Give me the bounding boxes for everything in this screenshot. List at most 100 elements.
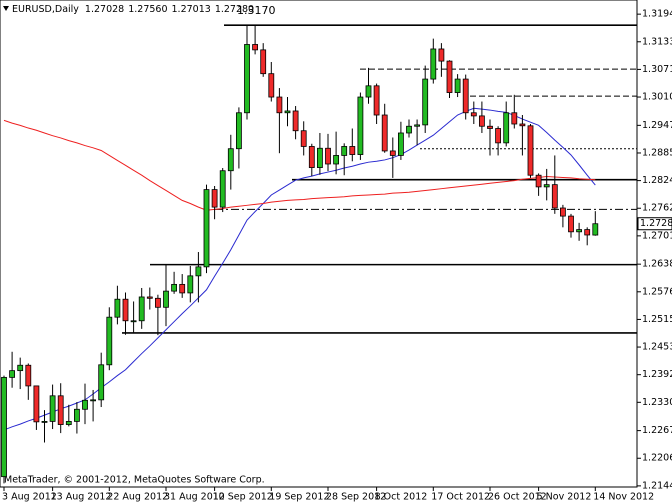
candle-body — [82, 399, 88, 410]
candle-body — [114, 298, 121, 318]
candle-body — [57, 395, 64, 425]
copyright: MetaTrader, © 2001-2012, MetaQuotes Soft… — [4, 475, 265, 486]
candle — [576, 222, 582, 241]
candle-body — [244, 44, 250, 114]
candle — [454, 74, 461, 98]
header-icon — [3, 6, 9, 11]
candle — [284, 97, 291, 127]
candle — [82, 383, 88, 425]
candle-body — [414, 124, 421, 127]
candle — [495, 126, 502, 156]
candle — [406, 119, 412, 138]
candle-body — [146, 296, 153, 299]
candle — [357, 92, 364, 160]
candle-body — [308, 146, 315, 168]
candle — [171, 271, 178, 294]
candle-body — [268, 73, 275, 98]
candle — [154, 294, 161, 336]
x-tick-label: 19 Sep 2012 — [269, 492, 329, 503]
candle — [300, 121, 307, 156]
candle — [106, 307, 113, 371]
candle-body — [195, 266, 202, 277]
candle — [187, 265, 194, 303]
candle — [179, 274, 186, 298]
candle-body — [511, 112, 518, 125]
candle — [316, 132, 323, 175]
candle-body — [260, 49, 267, 75]
candle-body — [470, 112, 477, 117]
candle-body — [154, 297, 161, 308]
candle-body — [406, 125, 412, 134]
candle-body — [235, 112, 242, 150]
candle-body — [171, 283, 178, 292]
y-tick-label: 1.25765 — [642, 286, 672, 297]
candle-body — [576, 229, 582, 233]
close: 1.27280 — [215, 4, 254, 15]
price-tag-box — [637, 217, 672, 231]
candle-body — [1, 376, 7, 478]
plot-frame — [0, 0, 638, 488]
candle-body — [357, 96, 364, 155]
candle — [211, 185, 218, 220]
candle — [397, 121, 404, 160]
candle-body — [74, 408, 80, 422]
x-tick-label: 17 Oct 2012 — [431, 492, 490, 503]
open: 1.27028 — [85, 4, 124, 15]
candle — [227, 134, 234, 190]
candle-body — [316, 147, 323, 168]
candle-body — [487, 125, 493, 129]
candle — [163, 264, 169, 327]
candle-body — [462, 78, 469, 114]
candle-body — [122, 298, 129, 322]
candle-body — [292, 110, 299, 132]
x-tick-label: 22 Aug 2012 — [107, 492, 168, 503]
candle — [74, 402, 80, 434]
candle-body — [25, 364, 32, 387]
candle-body — [49, 395, 56, 422]
x-tick-label: 3 Aug 2012 — [2, 492, 57, 503]
candle-body — [503, 112, 510, 144]
moving-average — [3, 119, 596, 211]
candle — [130, 301, 137, 333]
candle — [543, 168, 550, 201]
candle — [1, 375, 7, 484]
candle-body — [495, 128, 502, 144]
candle — [268, 61, 275, 102]
y-tick-label: 1.24535 — [642, 342, 672, 353]
candle — [365, 67, 372, 104]
candle — [98, 352, 105, 408]
candle — [560, 204, 566, 228]
candle-body — [535, 174, 542, 188]
candle — [90, 389, 96, 422]
candle — [252, 25, 259, 55]
candle-body — [90, 399, 96, 402]
x-tick-label: 26 Oct 2012 — [488, 492, 547, 503]
candle-body — [560, 207, 566, 217]
candle-body — [349, 146, 356, 155]
candle — [33, 385, 40, 430]
y-tick-label: 1.23305 — [642, 397, 672, 408]
candle — [260, 43, 267, 77]
candle-body — [584, 229, 591, 236]
candle — [438, 43, 445, 77]
candle-body — [106, 316, 113, 366]
candle — [584, 227, 591, 246]
candle-body — [138, 296, 145, 322]
x-tick-label: 13 Aug 2012 — [51, 492, 112, 503]
candle-body — [163, 290, 169, 308]
candle — [568, 213, 574, 238]
candle-body — [341, 146, 348, 156]
candle-body — [592, 223, 599, 236]
candle-body — [130, 320, 137, 323]
candle-body — [397, 132, 404, 156]
candle — [41, 410, 48, 443]
symbol: EURUSD,Daily — [12, 4, 79, 15]
x-tick-label: 31 Aug 2012 — [164, 492, 225, 503]
candle — [487, 119, 493, 156]
candle — [430, 38, 437, 84]
x-tick-label: 5 Nov 2012 — [537, 492, 592, 503]
candle — [276, 88, 283, 154]
candle-body — [284, 110, 291, 114]
candle-body — [365, 85, 372, 98]
